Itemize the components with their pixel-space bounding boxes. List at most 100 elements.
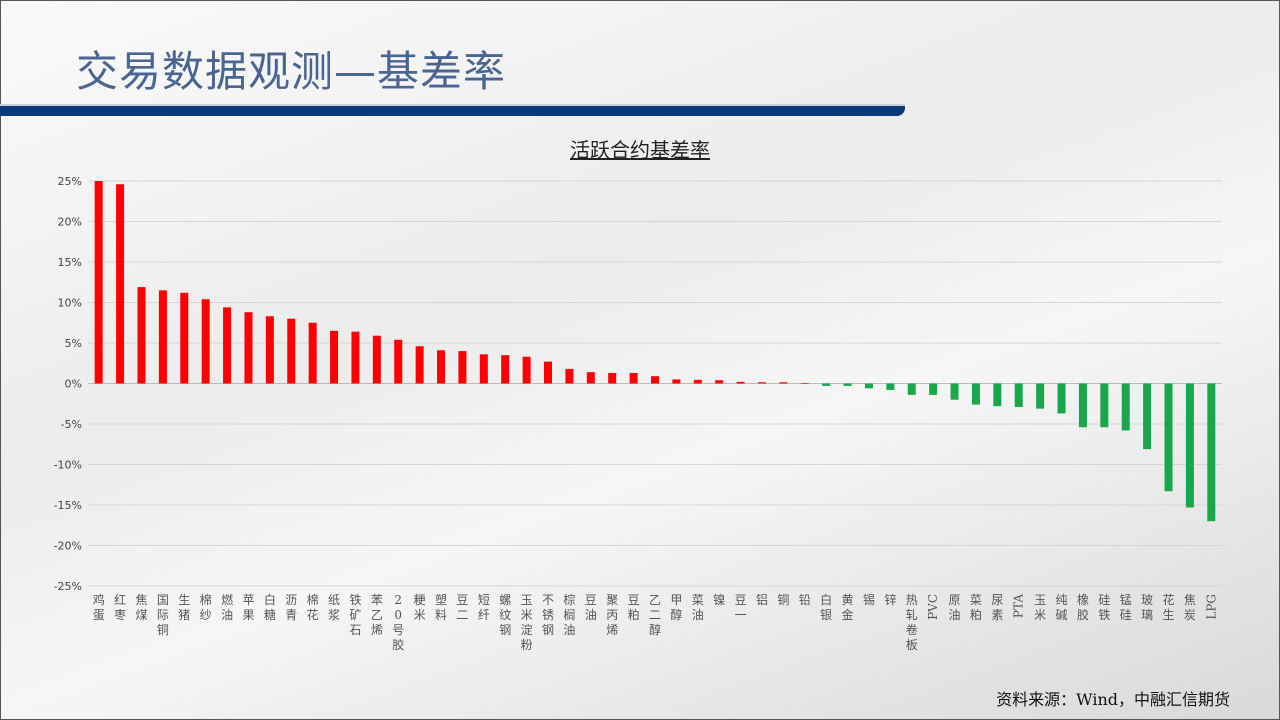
bar: [971, 383, 980, 405]
bar: [629, 372, 638, 384]
bar: [800, 383, 809, 384]
x-tick-label: 焦炭: [1184, 593, 1196, 622]
bar: [201, 299, 210, 384]
x-tick-label: 锡: [863, 592, 875, 607]
y-tick-label: -15%: [54, 499, 82, 512]
x-tick-label: 苹果: [242, 593, 254, 622]
bar: [308, 322, 317, 384]
x-tick-label: 红枣: [114, 592, 126, 622]
bar: [158, 290, 167, 384]
x-tick-label: LPG: [1204, 594, 1218, 620]
x-tick-label: 鸡蛋: [93, 592, 105, 622]
x-tick-label: 花生: [1163, 592, 1175, 622]
x-tick-label: 白糖: [264, 592, 276, 622]
x-tick-label: 菜粕: [970, 593, 982, 622]
bar: [757, 382, 766, 384]
x-tick-label: 乙二醇: [649, 593, 661, 637]
x-tick-label: 玉米淀粉: [521, 593, 533, 652]
bar: [287, 318, 296, 384]
x-tick-label: PVC: [926, 594, 940, 620]
x-tick-label: 铜: [777, 592, 789, 607]
x-tick-label: 螺纹钢: [499, 593, 511, 637]
y-tick-label: -25%: [54, 580, 82, 593]
x-tick-label: 苯乙烯: [371, 593, 383, 637]
x-tick-label: 棉纱: [200, 593, 212, 622]
bar: [437, 350, 446, 384]
x-tick-label: 聚丙烯: [606, 593, 618, 637]
x-tick-label: 纯碱: [1056, 593, 1068, 622]
x-tick-label: 甲醇: [670, 593, 682, 622]
bar: [1164, 383, 1173, 492]
bar: [608, 372, 617, 384]
x-tick-label: 玻璃: [1141, 593, 1153, 622]
x-tick-label: 塑料: [435, 592, 447, 622]
bar: [479, 354, 488, 384]
y-tick-label: 25%: [58, 175, 82, 188]
y-tick-label: -20%: [54, 540, 82, 553]
x-tick-label: 镍: [713, 593, 725, 607]
bar: [544, 361, 553, 384]
x-tick-label: 豆粕: [628, 593, 640, 622]
bar: [907, 383, 916, 395]
y-tick-label: 0%: [65, 378, 82, 391]
header-divider-light: [0, 104, 905, 106]
bar: [779, 382, 788, 384]
bar: [672, 379, 681, 384]
bar: [715, 380, 724, 384]
x-tick-label: 铁矿石: [349, 593, 361, 637]
x-tick-label: 热轧卷板: [906, 593, 918, 652]
x-tick-label: 纸浆: [328, 593, 340, 622]
x-tick-label: 白银: [820, 592, 832, 622]
bar: [950, 383, 959, 400]
bar: [822, 383, 831, 386]
bar: [1207, 383, 1216, 522]
x-tick-label: 棕榈油: [563, 592, 575, 637]
bar: [415, 346, 424, 384]
bar: [565, 368, 574, 384]
x-tick-label: 粳米: [414, 593, 426, 622]
bar: [180, 292, 189, 384]
x-tick-label: 不锈钢: [542, 593, 554, 637]
y-tick-label: 15%: [58, 256, 82, 269]
y-tick-label: 20%: [58, 216, 82, 229]
x-tick-label: 燃油: [221, 592, 233, 622]
bar: [522, 356, 531, 384]
x-tick-label: 原油: [949, 593, 961, 622]
page-title: 交易数据观测—基差率: [76, 47, 507, 96]
chart-title: 活跃合约基差率: [570, 138, 710, 162]
x-tick-label: 生猪: [178, 593, 190, 622]
bar: [864, 383, 873, 389]
bar: [1185, 383, 1194, 508]
bar: [993, 383, 1002, 407]
bar: [651, 376, 659, 384]
bar: [137, 287, 146, 384]
bar: [693, 379, 702, 384]
bar: [586, 372, 595, 384]
x-tick-label: 黄金: [842, 593, 854, 622]
bar: [94, 181, 103, 384]
x-tick-label: 豆一: [735, 593, 747, 622]
bar: [372, 335, 381, 384]
x-tick-label: 铝: [756, 592, 768, 607]
x-tick-label: 硅铁: [1098, 593, 1110, 622]
bar: [265, 316, 274, 384]
x-tick-label: 铅: [799, 593, 811, 607]
bar: [244, 312, 253, 384]
x-tick-label: 橡胶: [1077, 593, 1089, 622]
bar: [223, 307, 232, 384]
bar: [843, 383, 852, 386]
x-tick-label: 豆油: [585, 593, 597, 622]
bar: [1143, 383, 1152, 450]
x-tick-label: 锌: [884, 593, 896, 607]
x-tick-label: 棉花: [307, 593, 319, 622]
bar: [330, 330, 339, 384]
bar: [886, 383, 895, 390]
y-tick-label: -10%: [54, 459, 82, 472]
bar: [736, 381, 745, 384]
x-tick-label: 玉米: [1034, 593, 1046, 622]
bar: [1078, 383, 1087, 428]
bar: [501, 355, 510, 384]
x-tick-label: PTA: [1012, 594, 1026, 618]
bar: [1014, 383, 1023, 407]
